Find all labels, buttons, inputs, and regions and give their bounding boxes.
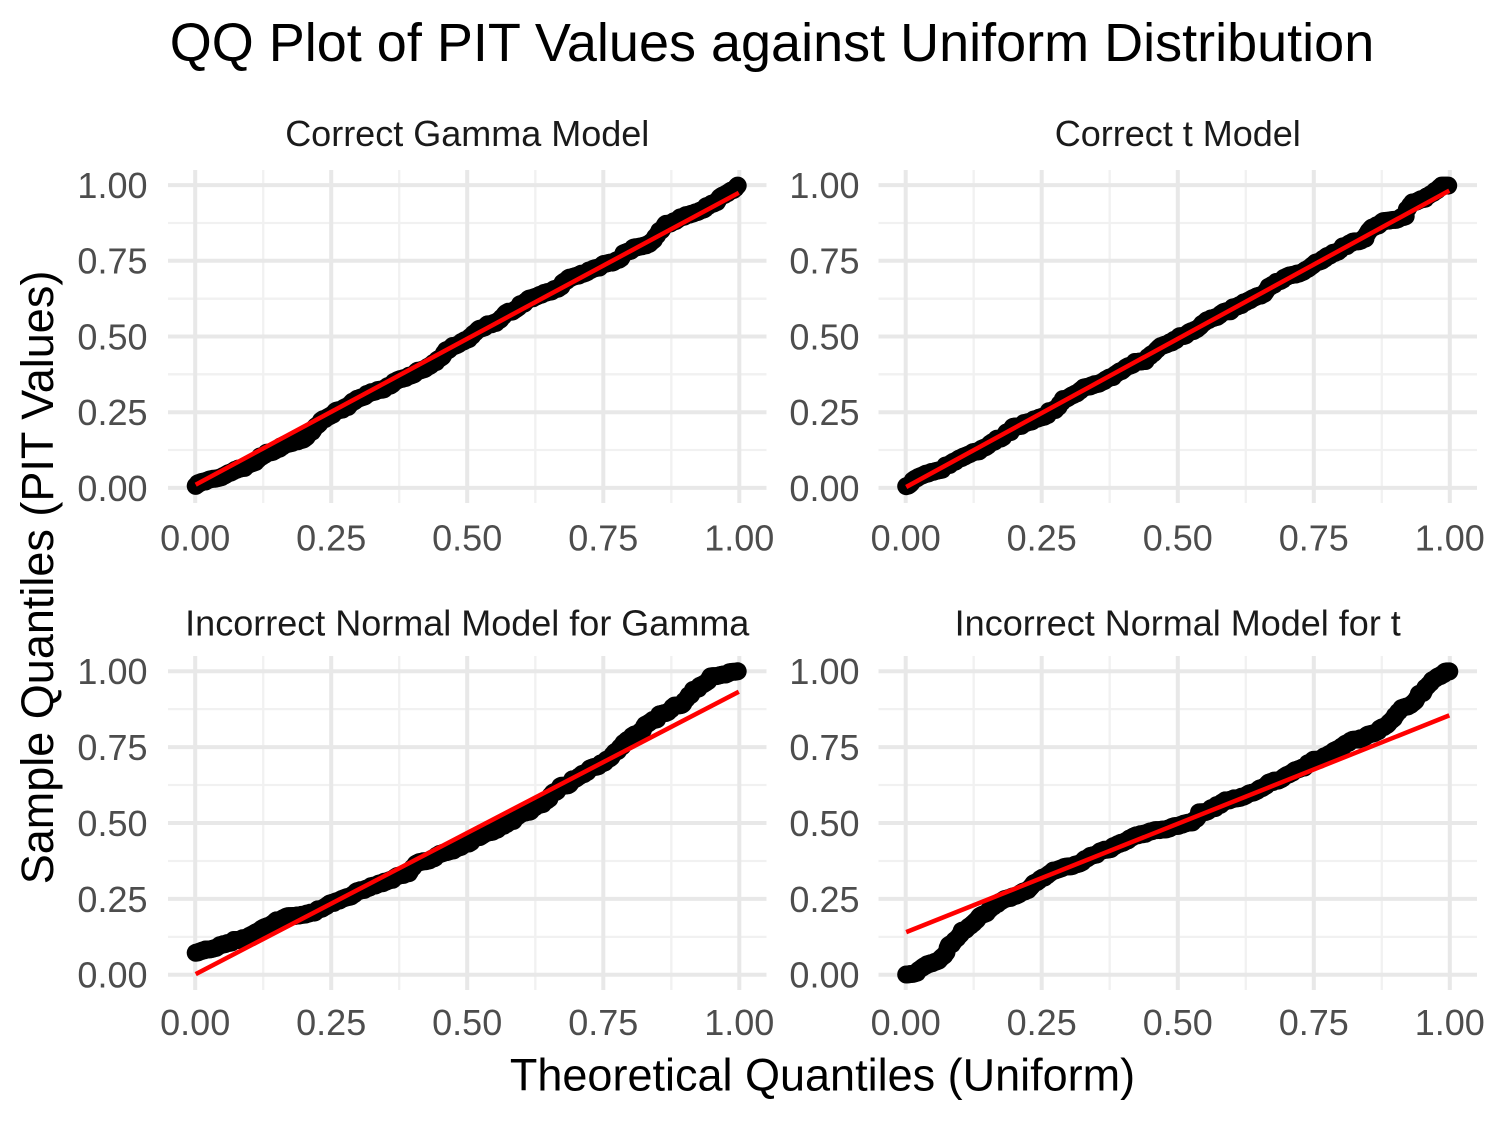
- svg-text:0.00: 0.00: [789, 468, 859, 509]
- svg-text:Incorrect Normal Model for Gam: Incorrect Normal Model for Gamma: [185, 603, 750, 644]
- svg-text:0.75: 0.75: [77, 241, 147, 282]
- svg-text:0.75: 0.75: [568, 1002, 638, 1043]
- svg-text:0.75: 0.75: [77, 727, 147, 768]
- svg-text:Correct Gamma Model: Correct Gamma Model: [285, 113, 649, 154]
- svg-text:Incorrect Normal Model for t: Incorrect Normal Model for t: [955, 603, 1401, 644]
- svg-text:0.00: 0.00: [871, 517, 941, 558]
- svg-text:1.00: 1.00: [704, 1002, 774, 1043]
- svg-text:0.50: 0.50: [1143, 1002, 1213, 1043]
- svg-text:0.50: 0.50: [77, 803, 147, 844]
- svg-text:0.50: 0.50: [789, 316, 859, 357]
- svg-text:0.00: 0.00: [77, 955, 147, 996]
- svg-text:0.75: 0.75: [568, 517, 638, 558]
- svg-text:0.50: 0.50: [432, 1002, 502, 1043]
- svg-text:0.25: 0.25: [77, 879, 147, 920]
- svg-text:0.00: 0.00: [871, 1002, 941, 1043]
- svg-text:0.25: 0.25: [296, 1002, 366, 1043]
- svg-text:0.75: 0.75: [789, 241, 859, 282]
- svg-text:0.25: 0.25: [296, 517, 366, 558]
- svg-text:1.00: 1.00: [1415, 517, 1485, 558]
- svg-text:0.75: 0.75: [1279, 1002, 1349, 1043]
- svg-text:0.00: 0.00: [789, 955, 859, 996]
- svg-text:0.50: 0.50: [789, 803, 859, 844]
- svg-text:1.00: 1.00: [789, 165, 859, 206]
- svg-text:0.00: 0.00: [160, 517, 230, 558]
- svg-text:0.50: 0.50: [77, 316, 147, 357]
- svg-text:0.50: 0.50: [1143, 517, 1213, 558]
- svg-text:Correct t Model: Correct t Model: [1055, 113, 1301, 154]
- svg-text:1.00: 1.00: [704, 517, 774, 558]
- svg-text:0.00: 0.00: [160, 1002, 230, 1043]
- svg-text:Theoretical Quantiles (Uniform: Theoretical Quantiles (Uniform): [510, 1050, 1135, 1101]
- svg-text:Sample Quantiles (PIT Values): Sample Quantiles (PIT Values): [12, 271, 63, 885]
- svg-text:QQ Plot of PIT Values against: QQ Plot of PIT Values against Uniform Di…: [170, 13, 1375, 73]
- svg-text:1.00: 1.00: [789, 651, 859, 692]
- svg-text:0.25: 0.25: [789, 392, 859, 433]
- svg-text:1.00: 1.00: [77, 165, 147, 206]
- svg-text:0.25: 0.25: [789, 879, 859, 920]
- svg-text:0.75: 0.75: [789, 727, 859, 768]
- svg-text:0.25: 0.25: [1007, 517, 1077, 558]
- svg-text:0.00: 0.00: [77, 468, 147, 509]
- svg-text:0.50: 0.50: [432, 517, 502, 558]
- svg-text:0.25: 0.25: [1007, 1002, 1077, 1043]
- svg-text:1.00: 1.00: [77, 651, 147, 692]
- svg-text:0.75: 0.75: [1279, 517, 1349, 558]
- svg-text:0.25: 0.25: [77, 392, 147, 433]
- svg-text:1.00: 1.00: [1415, 1002, 1485, 1043]
